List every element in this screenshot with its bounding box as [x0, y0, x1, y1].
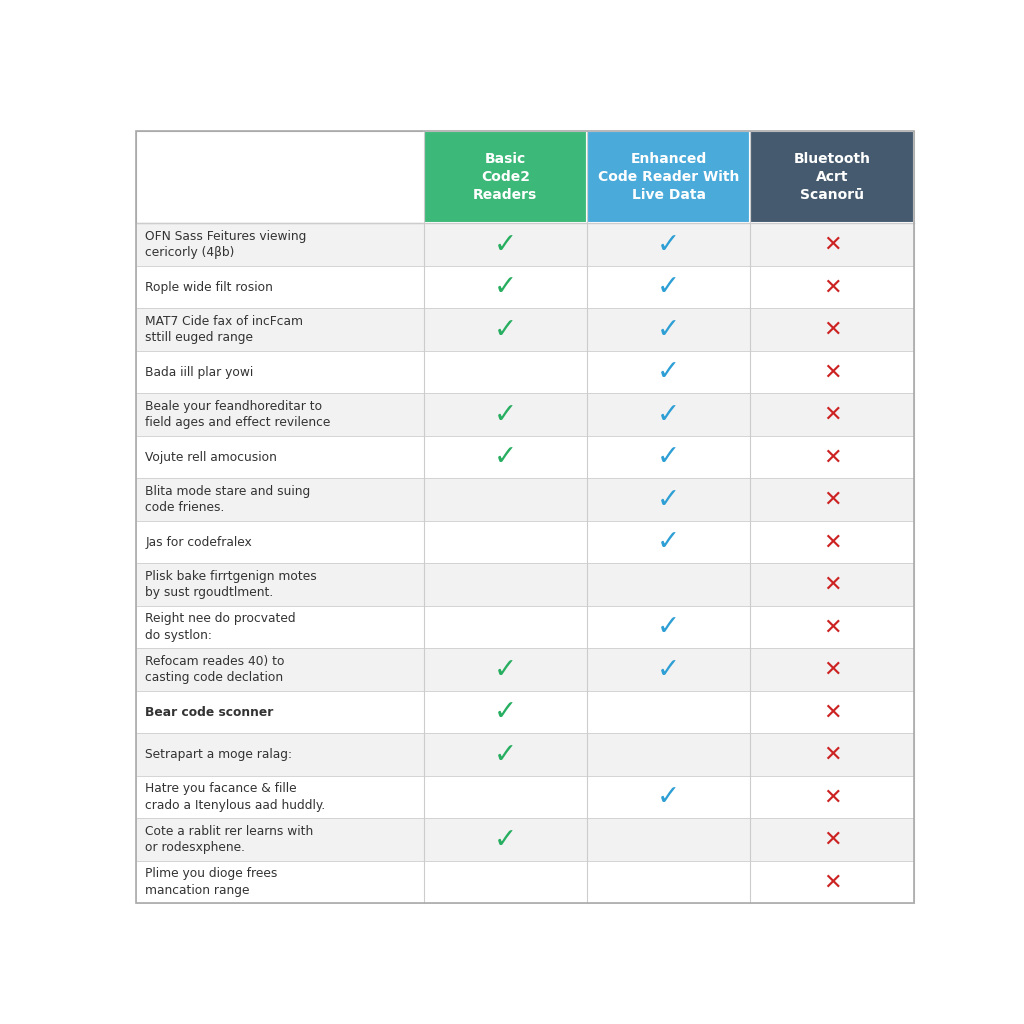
Text: ✓: ✓ — [657, 443, 680, 471]
Text: ✕: ✕ — [822, 659, 842, 680]
Text: ✕: ✕ — [822, 489, 842, 510]
Text: ✕: ✕ — [822, 447, 842, 467]
Text: ✓: ✓ — [494, 698, 517, 726]
Text: ✓: ✓ — [657, 485, 680, 514]
FancyBboxPatch shape — [136, 691, 913, 733]
Text: ✓: ✓ — [657, 358, 680, 386]
Text: Blita mode stare and suing
code frienes.: Blita mode stare and suing code frienes. — [145, 485, 310, 514]
Text: ✕: ✕ — [822, 829, 842, 850]
Text: ✕: ✕ — [822, 278, 842, 297]
FancyBboxPatch shape — [424, 131, 587, 223]
FancyBboxPatch shape — [587, 131, 751, 223]
Text: ✓: ✓ — [657, 613, 680, 641]
Text: Jas for codefralex: Jas for codefralex — [145, 536, 252, 549]
Text: ✕: ✕ — [822, 744, 842, 765]
Text: ✓: ✓ — [657, 783, 680, 811]
Text: ✕: ✕ — [822, 404, 842, 425]
FancyBboxPatch shape — [136, 563, 913, 606]
Text: ✓: ✓ — [657, 230, 680, 259]
Text: ✓: ✓ — [494, 655, 517, 684]
Text: ✓: ✓ — [494, 443, 517, 471]
Text: Beale your feandhoreditar to
field ages and effect revilence: Beale your feandhoreditar to field ages … — [145, 400, 331, 429]
Text: Plime you dioge frees
mancation range: Plime you dioge frees mancation range — [145, 867, 278, 897]
FancyBboxPatch shape — [136, 606, 913, 648]
Text: ✓: ✓ — [657, 528, 680, 556]
Text: ✕: ✕ — [822, 532, 842, 552]
FancyBboxPatch shape — [136, 648, 913, 691]
Text: Basic
Code2
Readers: Basic Code2 Readers — [473, 153, 538, 202]
Text: Bear code sconner: Bear code sconner — [145, 706, 273, 719]
Text: ✓: ✓ — [657, 315, 680, 344]
FancyBboxPatch shape — [136, 818, 913, 861]
Text: ✕: ✕ — [822, 872, 842, 892]
FancyBboxPatch shape — [136, 478, 913, 521]
FancyBboxPatch shape — [136, 308, 913, 351]
FancyBboxPatch shape — [136, 393, 913, 436]
Text: Refocam reades 40) to
casting code declation: Refocam reades 40) to casting code decla… — [145, 655, 285, 684]
Text: Bada iill plar yowi: Bada iill plar yowi — [145, 366, 254, 379]
Text: ✕: ✕ — [822, 617, 842, 637]
Text: ✓: ✓ — [494, 825, 517, 854]
FancyBboxPatch shape — [751, 131, 913, 223]
Text: ✓: ✓ — [657, 655, 680, 684]
Text: ✓: ✓ — [494, 315, 517, 344]
Text: ✕: ✕ — [822, 319, 842, 340]
Text: MAT7 Cide fax of incFcam
sttill euged range: MAT7 Cide fax of incFcam sttill euged ra… — [145, 315, 303, 344]
FancyBboxPatch shape — [136, 733, 913, 776]
FancyBboxPatch shape — [136, 436, 913, 478]
FancyBboxPatch shape — [136, 521, 913, 563]
FancyBboxPatch shape — [136, 223, 913, 266]
FancyBboxPatch shape — [136, 351, 913, 393]
Text: ✓: ✓ — [494, 400, 517, 429]
Text: Reight nee do procvated
do systlon:: Reight nee do procvated do systlon: — [145, 612, 296, 642]
Text: ✓: ✓ — [494, 273, 517, 301]
Text: ✕: ✕ — [822, 362, 842, 382]
FancyBboxPatch shape — [136, 266, 913, 308]
Text: Vojute rell amocusion: Vojute rell amocusion — [145, 451, 278, 464]
FancyBboxPatch shape — [136, 776, 913, 818]
FancyBboxPatch shape — [136, 861, 913, 903]
Text: Setrapart a moge ralag:: Setrapart a moge ralag: — [145, 749, 293, 761]
Text: ✕: ✕ — [822, 702, 842, 722]
Text: ✓: ✓ — [657, 400, 680, 429]
Text: ✓: ✓ — [494, 230, 517, 259]
Text: ✕: ✕ — [822, 787, 842, 807]
Text: Plisk bake firrtgenign motes
by sust rgoudtlment.: Plisk bake firrtgenign motes by sust rgo… — [145, 570, 317, 599]
Text: OFN Sass Feitures viewing
cericorly (4βb): OFN Sass Feitures viewing cericorly (4βb… — [145, 230, 307, 259]
Text: ✕: ✕ — [822, 234, 842, 255]
Text: Bluetooth
Acrt
Scanorū: Bluetooth Acrt Scanorū — [794, 153, 870, 202]
Text: Cote a rablit rer learns with
or rodesxphene.: Cote a rablit rer learns with or rodesxp… — [145, 825, 313, 854]
FancyBboxPatch shape — [136, 131, 424, 223]
Text: ✕: ✕ — [822, 574, 842, 595]
Text: ✓: ✓ — [494, 740, 517, 769]
Text: Hatre you facance & fille
crado a Itenylous aad huddly.: Hatre you facance & fille crado a Itenyl… — [145, 782, 326, 812]
Text: Enhanced
Code Reader With
Live Data: Enhanced Code Reader With Live Data — [598, 153, 739, 202]
Text: ✓: ✓ — [657, 273, 680, 301]
Text: Rople wide filt rosion: Rople wide filt rosion — [145, 281, 273, 294]
